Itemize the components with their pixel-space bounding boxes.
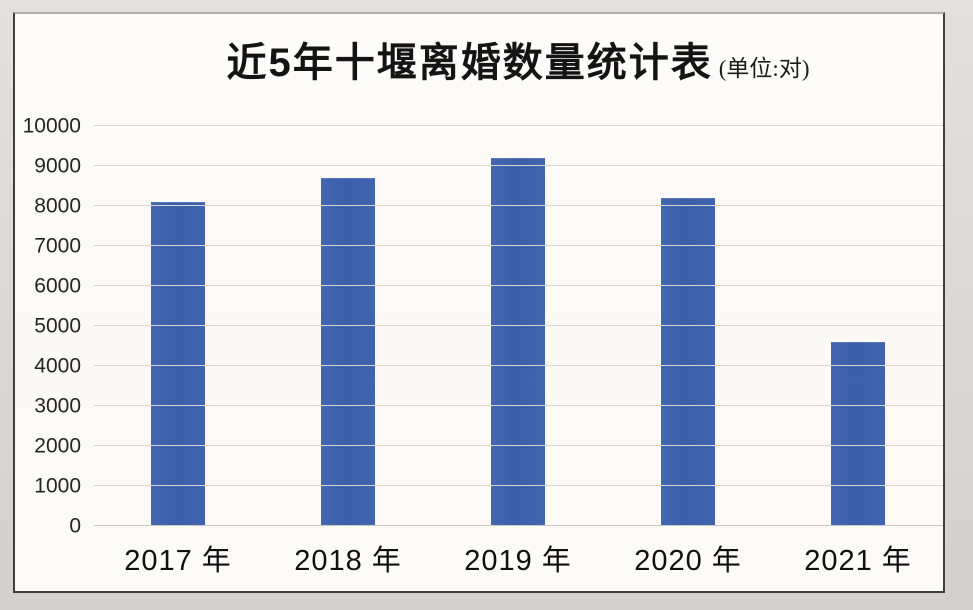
bar-chart: 0 1000 2000 3000 4000 5000 6000 7000 8000 9000 100… bbox=[15, 116, 943, 537]
bar-slot-2019 bbox=[433, 126, 603, 526]
y-tick-label-4000: 4000 bbox=[34, 354, 81, 378]
bar-2020 bbox=[661, 198, 715, 526]
gridline-9000 bbox=[94, 165, 943, 166]
x-label-2019: 2019 年 bbox=[464, 544, 572, 577]
bar-slot-2017 bbox=[93, 126, 263, 526]
gridline-6000 bbox=[94, 285, 943, 286]
bar-2018 bbox=[321, 178, 375, 526]
y-tick-label-3000: 3000 bbox=[34, 394, 81, 418]
chart-title: 近5年十堰离婚数量统计表 bbox=[226, 41, 713, 85]
chart-panel: 近5年十堰离婚数量统计表 (单位:对) 0 1000 2000 3000 4000 5000… bbox=[13, 12, 945, 593]
y-tick-label-8000: 8000 bbox=[34, 194, 81, 218]
gridline-5000 bbox=[94, 325, 943, 326]
x-axis: 2017 年 2018 年 2019 年 2020 年 2021 年 bbox=[93, 526, 943, 589]
y-axis: 0 1000 2000 3000 4000 5000 6000 7000 8000 9000 100… bbox=[15, 116, 93, 537]
gridline-0 bbox=[94, 525, 943, 526]
x-label-2018: 2018 年 bbox=[294, 544, 402, 577]
gridline-1000 bbox=[94, 485, 943, 486]
gridline-2000 bbox=[94, 445, 943, 446]
x-label-2017: 2017 年 bbox=[124, 544, 232, 577]
gridline-4000 bbox=[94, 365, 943, 366]
y-tick-label-0: 0 bbox=[69, 514, 81, 538]
y-tick-label-7000: 7000 bbox=[34, 234, 81, 258]
bar-slot-2021 bbox=[773, 126, 943, 526]
y-tick-label-9000: 9000 bbox=[34, 154, 81, 178]
y-tick-label-1000: 1000 bbox=[34, 474, 81, 498]
gridline-7000 bbox=[94, 245, 943, 246]
y-tick-label-10000: 10000 bbox=[22, 114, 81, 138]
bar-slot-2018 bbox=[263, 126, 433, 526]
chart-header: 近5年十堰离婚数量统计表 (单位:对) bbox=[93, 30, 943, 88]
y-tick-label-6000: 6000 bbox=[34, 274, 81, 298]
x-label-2021: 2021 年 bbox=[804, 544, 912, 577]
bar-slot-2020 bbox=[603, 126, 773, 526]
gridline-8000 bbox=[94, 205, 943, 206]
gridline-10000 bbox=[94, 125, 943, 126]
bar-2017 bbox=[151, 202, 205, 526]
bar-2021 bbox=[831, 342, 885, 526]
bar-slots bbox=[93, 126, 943, 526]
plot-area bbox=[93, 125, 943, 526]
chart-unit-label: (单位:对) bbox=[718, 56, 810, 81]
x-label-2020: 2020 年 bbox=[634, 544, 742, 577]
bar-2019 bbox=[491, 158, 545, 526]
y-tick-label-2000: 2000 bbox=[34, 434, 81, 458]
y-tick-label-5000: 5000 bbox=[34, 314, 81, 338]
gridline-3000 bbox=[94, 405, 943, 406]
